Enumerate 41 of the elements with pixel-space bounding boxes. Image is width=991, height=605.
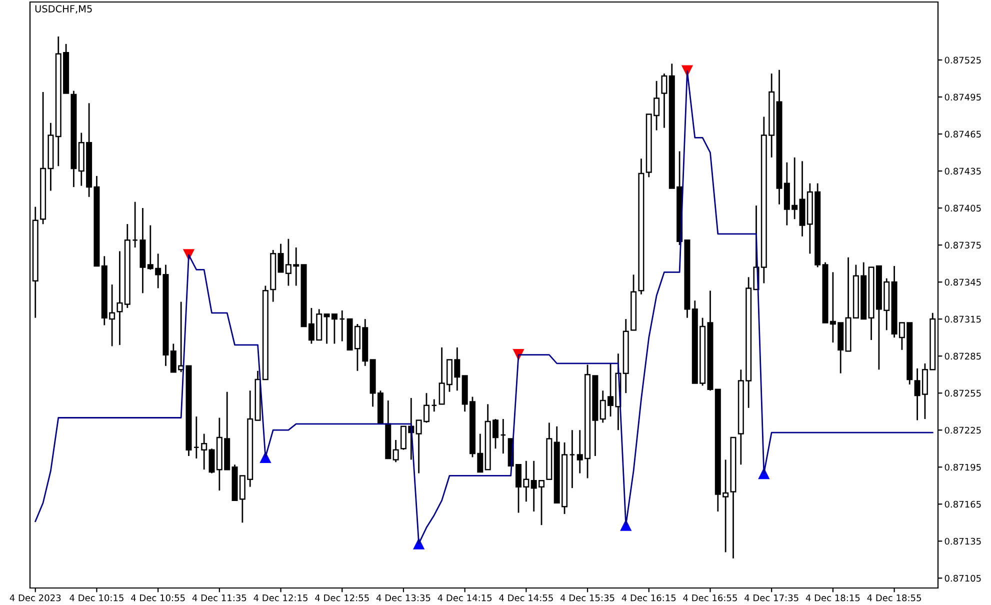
y-tick-label: 0.87495 — [944, 94, 981, 101]
x-tick-label: 4 Dec 16:15 — [622, 594, 676, 602]
y-tick-label: 0.87225 — [944, 426, 981, 434]
y-tick-label: 0.87135 — [944, 538, 981, 545]
x-tick-label: 4 Dec 2023 — [10, 594, 61, 602]
y-tick-label: 0.87525 — [944, 56, 981, 64]
candlestick — [431, 398, 438, 412]
candlestick — [392, 439, 399, 463]
chart-title: USDCHF,M5 — [35, 5, 92, 14]
y-tick-label: 0.87285 — [944, 352, 981, 360]
x-tick-label: 4 Dec 14:15 — [438, 594, 492, 602]
x-tick-label: 4 Dec 16:55 — [683, 594, 737, 602]
candlestick — [500, 418, 506, 454]
candlestick — [116, 250, 123, 346]
y-tick-label: 0.87195 — [944, 464, 981, 471]
x-tick-label: 4 Dec 10:55 — [131, 594, 185, 602]
y-tick-label: 0.87315 — [944, 316, 981, 323]
candlestick — [201, 433, 208, 470]
candlestick — [193, 416, 200, 460]
y-tick-label: 0.87435 — [944, 168, 981, 175]
x-tick-label: 4 Dec 14:55 — [499, 594, 553, 602]
x-tick-label: 4 Dec 12:15 — [254, 594, 308, 602]
x-tick-label: 4 Dec 18:55 — [867, 594, 921, 602]
x-tick-label: 4 Dec 11:35 — [192, 594, 246, 602]
candlestick — [569, 429, 576, 489]
y-tick-label: 0.87165 — [944, 500, 981, 508]
y-tick-label: 0.87405 — [944, 204, 981, 212]
candlestick — [339, 310, 346, 342]
y-tick-label: 0.87255 — [944, 390, 981, 397]
x-tick-label: 4 Dec 13:35 — [376, 594, 430, 602]
candlestick — [132, 201, 138, 248]
candlestick — [661, 72, 668, 129]
x-tick-label: 4 Dec 10:15 — [70, 594, 124, 602]
x-tick-label: 4 Dec 12:55 — [315, 594, 369, 602]
x-tick-label: 4 Dec 18:15 — [806, 594, 860, 602]
y-tick-label: 0.87465 — [944, 130, 981, 138]
y-tick-label: 0.87105 — [944, 574, 981, 582]
x-tick-label: 4 Dec 15:35 — [560, 594, 614, 602]
y-tick-label: 0.87375 — [944, 242, 981, 249]
x-tick-label: 4 Dec 17:35 — [744, 594, 798, 602]
y-tick-label: 0.87345 — [944, 278, 981, 286]
